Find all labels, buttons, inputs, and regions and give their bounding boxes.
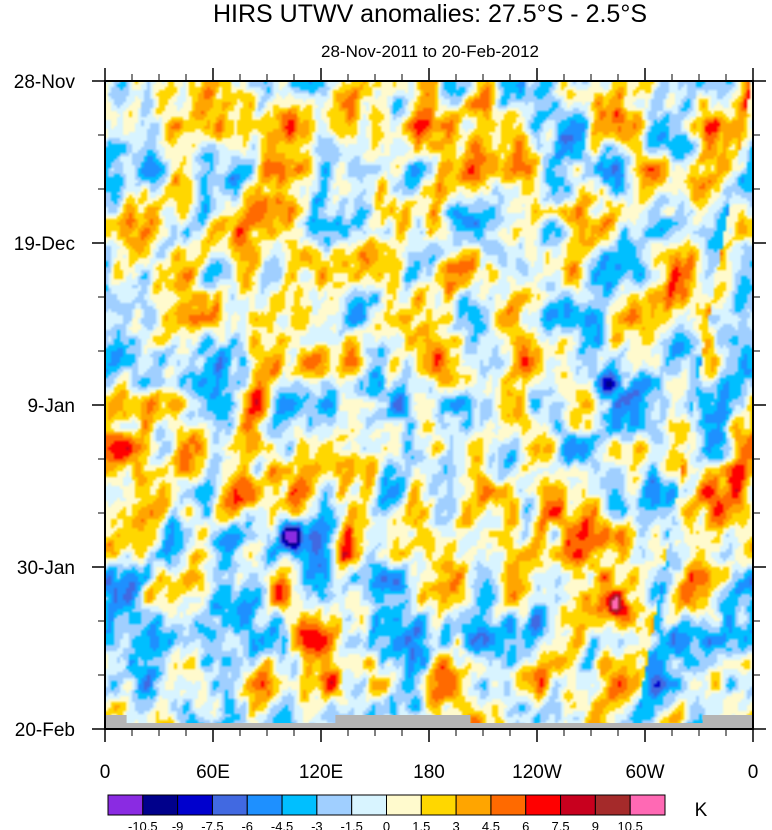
y-tick-label: 9-Jan xyxy=(27,396,75,417)
colorbar-level-label: 1.5 xyxy=(412,819,430,830)
colorbar-level-label: -10.5 xyxy=(128,819,158,830)
colorbar-swatch xyxy=(560,794,596,816)
x-tick-label: 120E xyxy=(299,762,343,783)
y-tick-label: 19-Dec xyxy=(14,234,75,255)
colorbar-level-label: -7.5 xyxy=(201,819,223,830)
colorbar-level-label: 9 xyxy=(592,819,599,830)
colorbar: -10.5 -9 -7.5 -6 -4.5 -3 -1.5 0 1.5 3 4.5 6 7.5 9 10.5 xyxy=(107,794,666,830)
colorbar-swatch xyxy=(177,794,213,816)
colorbar-unit-label: K xyxy=(695,800,708,821)
colorbar-level-label: 10.5 xyxy=(618,819,643,830)
colorbar-swatch xyxy=(629,794,666,816)
colorbar-swatch xyxy=(386,794,422,816)
plot-area xyxy=(104,80,754,730)
colorbar-swatch xyxy=(142,794,179,816)
chart-subtitle: 28-Nov-2011 to 20-Feb-2012 xyxy=(321,42,539,61)
colorbar-swatch xyxy=(594,794,631,816)
y-tick-label: 28-Nov xyxy=(14,72,76,93)
y-tick-label: 20-Feb xyxy=(15,720,75,741)
colorbar-swatch xyxy=(351,794,387,816)
colorbar-level-label: -9 xyxy=(172,819,184,830)
colorbar-level-label: 6 xyxy=(522,819,529,830)
colorbar-swatch xyxy=(107,794,144,816)
colorbar-level-label: -1.5 xyxy=(340,819,362,830)
y-axis: 28-Nov 19-Dec 9-Jan 30-Jan 20-Feb xyxy=(14,72,766,741)
y-tick-label: 30-Jan xyxy=(17,558,75,579)
anomaly-heatmap xyxy=(105,81,753,729)
colorbar-swatch xyxy=(420,794,457,816)
colorbar-level-label: -6 xyxy=(241,819,253,830)
colorbar-swatch xyxy=(455,794,492,816)
x-tick-label: 180 xyxy=(413,762,445,783)
colorbar-level-label: -3 xyxy=(311,819,323,830)
colorbar-level-label: 3 xyxy=(453,819,460,830)
x-tick-label: 60W xyxy=(625,762,664,783)
chart-title: HIRS UTWV anomalies: 27.5°S - 2.5°S xyxy=(213,0,647,28)
x-tick-label: 60E xyxy=(196,762,230,783)
colorbar-level-label: -4.5 xyxy=(271,819,293,830)
colorbar-swatch xyxy=(525,794,562,816)
missing-data-strip xyxy=(105,715,753,729)
colorbar-swatch xyxy=(316,794,353,816)
colorbar-swatch xyxy=(246,794,283,816)
x-tick-label: 0 xyxy=(748,762,759,783)
x-tick-label: 120W xyxy=(512,762,562,783)
x-tick-label: 0 xyxy=(100,762,111,783)
colorbar-swatch xyxy=(281,794,318,816)
colorbar-level-label: 0 xyxy=(383,819,390,830)
colorbar-swatch xyxy=(490,794,527,816)
colorbar-level-label: 4.5 xyxy=(482,819,500,830)
colorbar-level-label: 7.5 xyxy=(552,819,570,830)
x-axis: 0 60E 120E 180 120W 60W 0 xyxy=(100,68,759,783)
colorbar-swatch xyxy=(211,794,248,816)
missing-data-segment xyxy=(105,723,753,729)
